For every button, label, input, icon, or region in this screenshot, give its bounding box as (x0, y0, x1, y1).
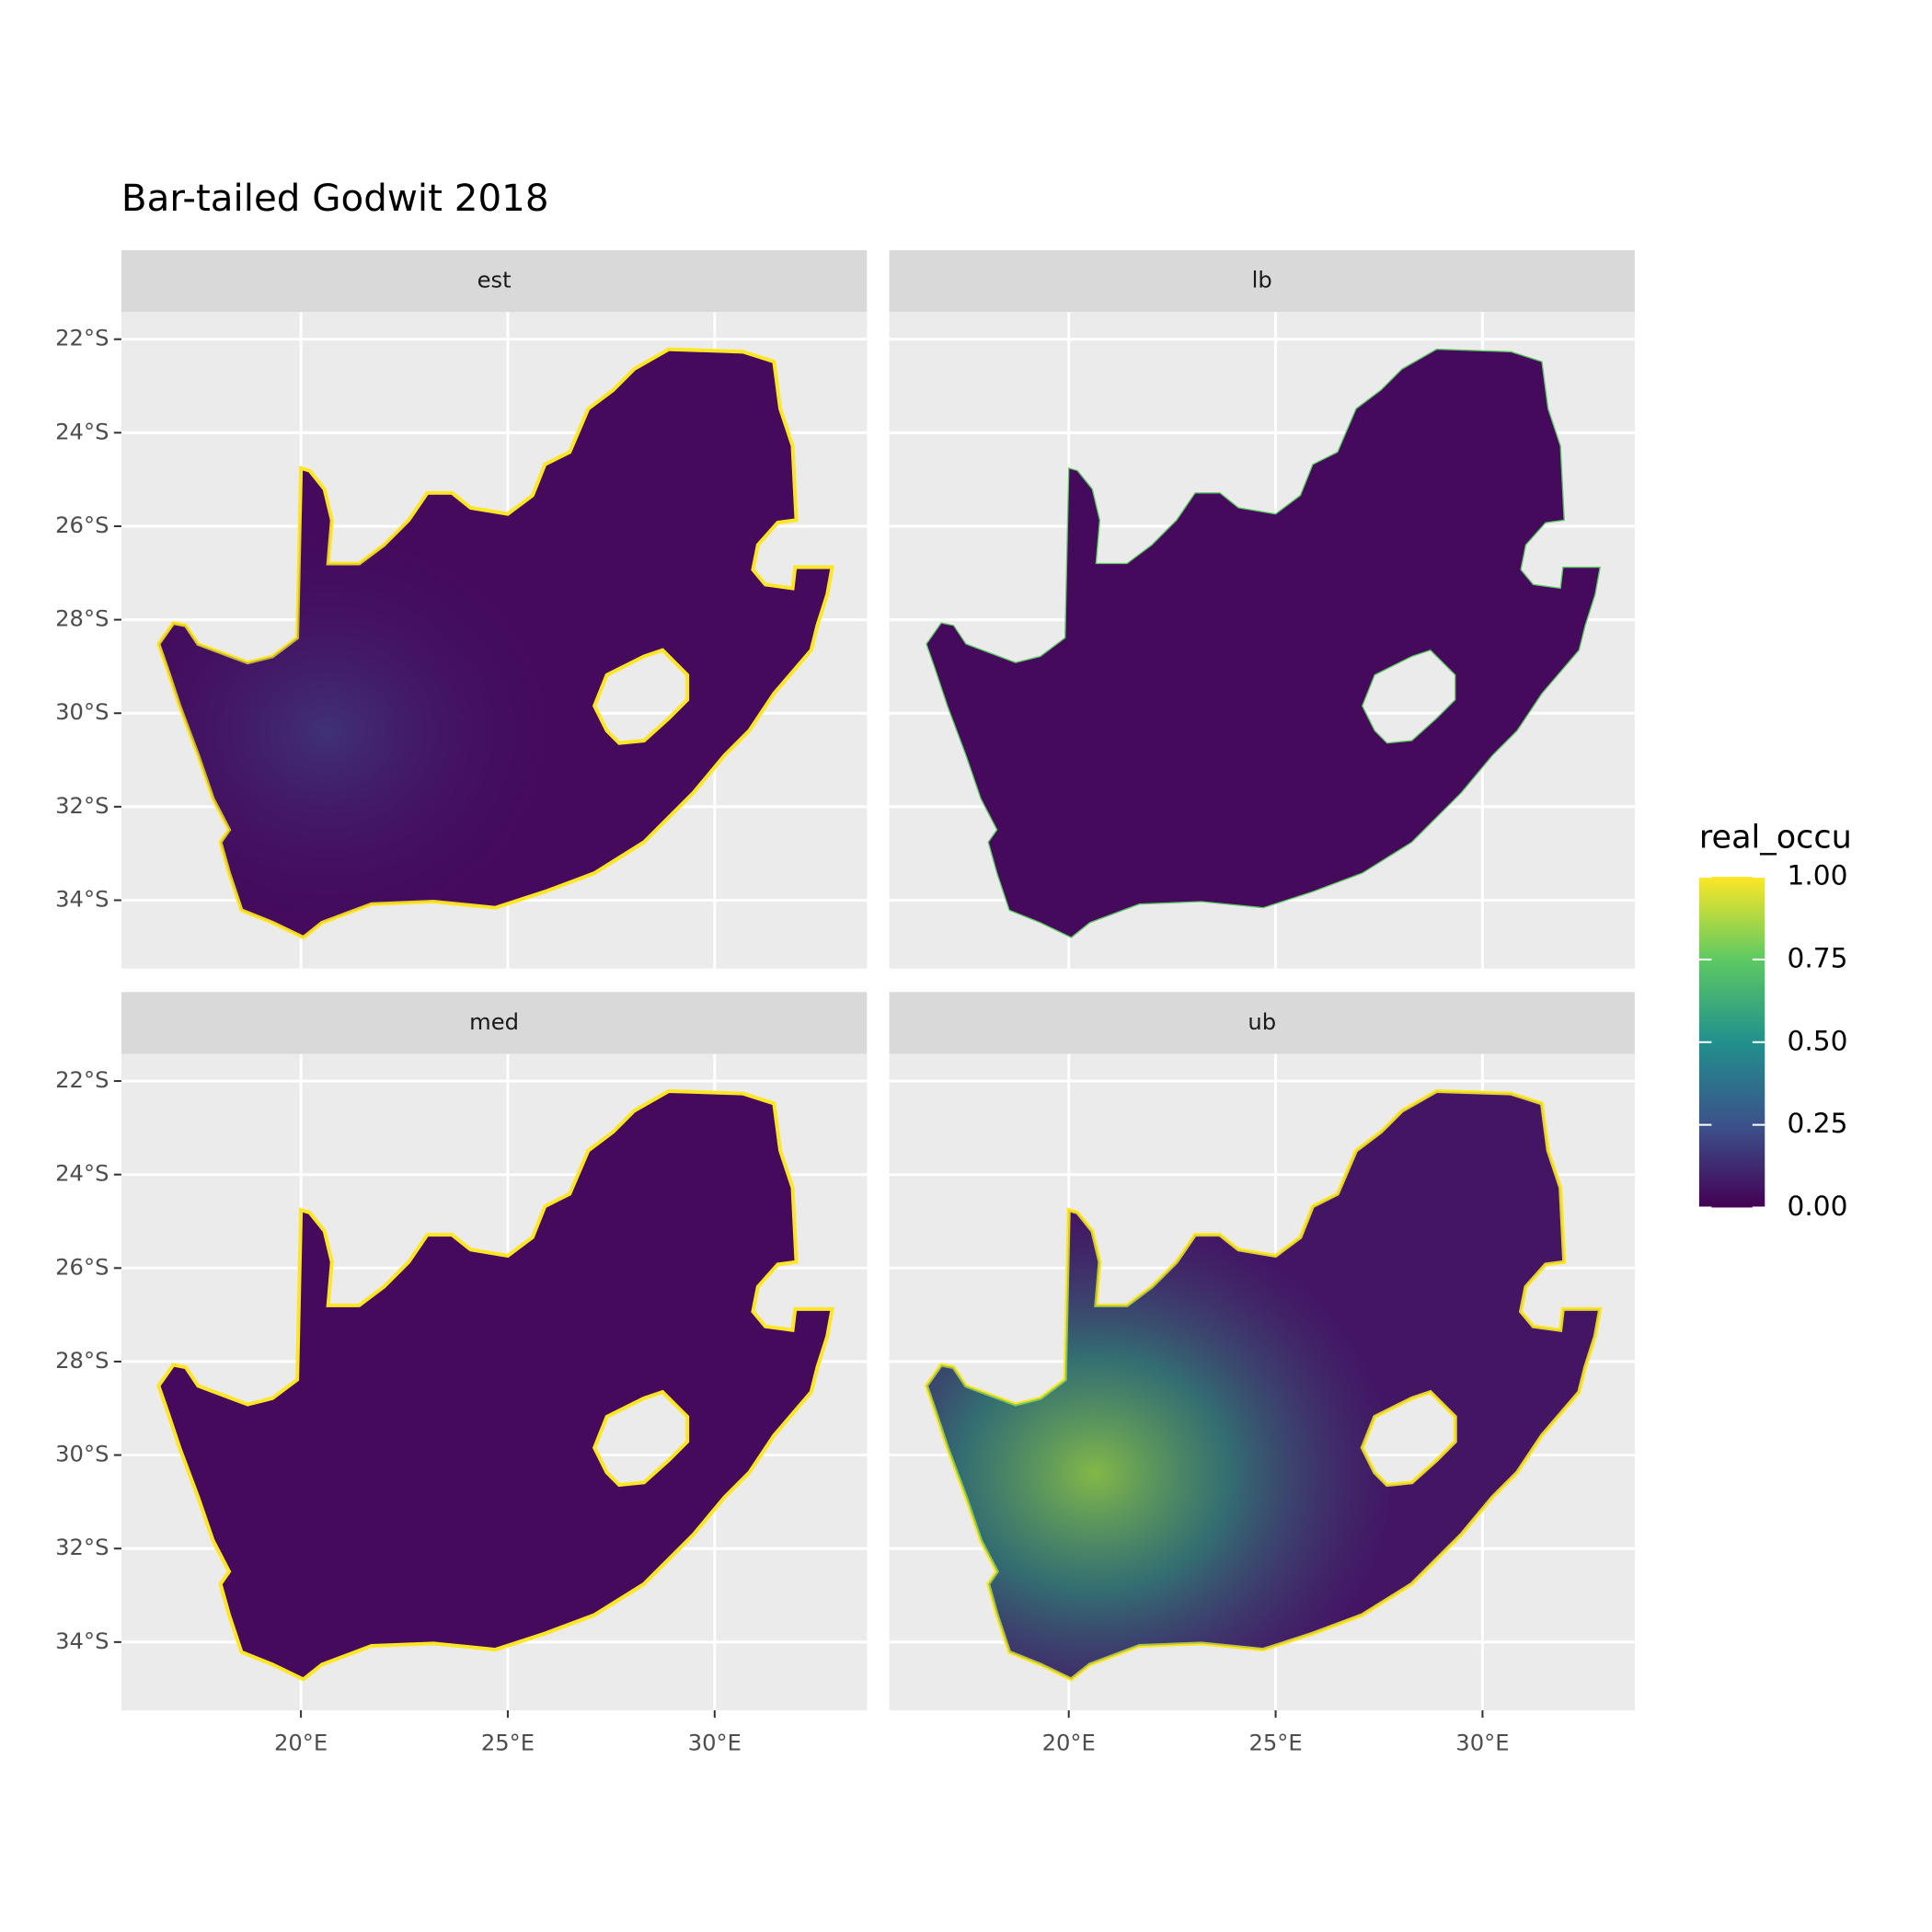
x-tick-label: 20°E (274, 1730, 328, 1755)
occupancy-overlay (926, 1090, 1601, 1680)
y-tick-label: 26°S (55, 1254, 109, 1280)
strip (121, 249, 868, 313)
y-tick-label: 24°S (55, 1161, 109, 1187)
facet-panel: ub 20°E 25°E 30°E (889, 992, 1635, 1755)
x-tick-label: 30°E (1455, 1730, 1509, 1755)
legend-label: 1.00 (1788, 860, 1848, 891)
strip (889, 249, 1635, 313)
y-tick-label: 28°S (55, 606, 109, 632)
country-raster (926, 348, 1602, 938)
y-tick-label: 32°S (55, 793, 109, 819)
y-tick-label: 26°S (55, 512, 109, 538)
y-tick-label: 22°S (55, 326, 109, 351)
strip (889, 992, 1635, 1054)
legend-label: 0.50 (1788, 1025, 1848, 1056)
x-tick-label: 20°E (1042, 1730, 1096, 1755)
facet-panel: lb (889, 249, 1635, 969)
x-tick-label: 25°E (1248, 1730, 1302, 1755)
legend-label: 0.00 (1788, 1190, 1848, 1222)
chart-title: Bar-tailed Godwit 2018 (121, 177, 549, 220)
y-tick-label: 28°S (55, 1348, 109, 1374)
y-tick-label: 32°S (55, 1535, 109, 1560)
y-tick-label: 30°S (55, 1442, 109, 1467)
legend-label: 0.25 (1788, 1108, 1848, 1139)
y-tick-label: 34°S (55, 1628, 109, 1654)
y-tick-label: 30°S (55, 699, 109, 725)
strip-label: ub (1248, 1009, 1276, 1035)
strip (121, 992, 868, 1054)
y-tick-label: 34°S (55, 887, 109, 913)
strip-label: lb (1252, 268, 1272, 293)
legend-title: real_occu (1699, 819, 1852, 856)
strip-label: est (477, 268, 512, 293)
y-tick-label: 24°S (55, 419, 109, 444)
occupancy-overlay (158, 349, 833, 938)
y-tick-label: 22°S (55, 1067, 109, 1093)
x-tick-label: 30°E (688, 1730, 742, 1755)
country-raster (156, 1088, 835, 1682)
x-tick-label: 25°E (481, 1730, 535, 1755)
legend-label: 0.75 (1788, 942, 1848, 973)
strip-label: med (469, 1009, 519, 1035)
facet-panel: est 22°S 24°S 26°S 28°S 30°S 32°S 34°S (55, 249, 868, 969)
facet-panel: med 22°S 24°S 26°S 28°S 30°S 32°S 34°S 20°E 25°E 3… (55, 992, 868, 1755)
